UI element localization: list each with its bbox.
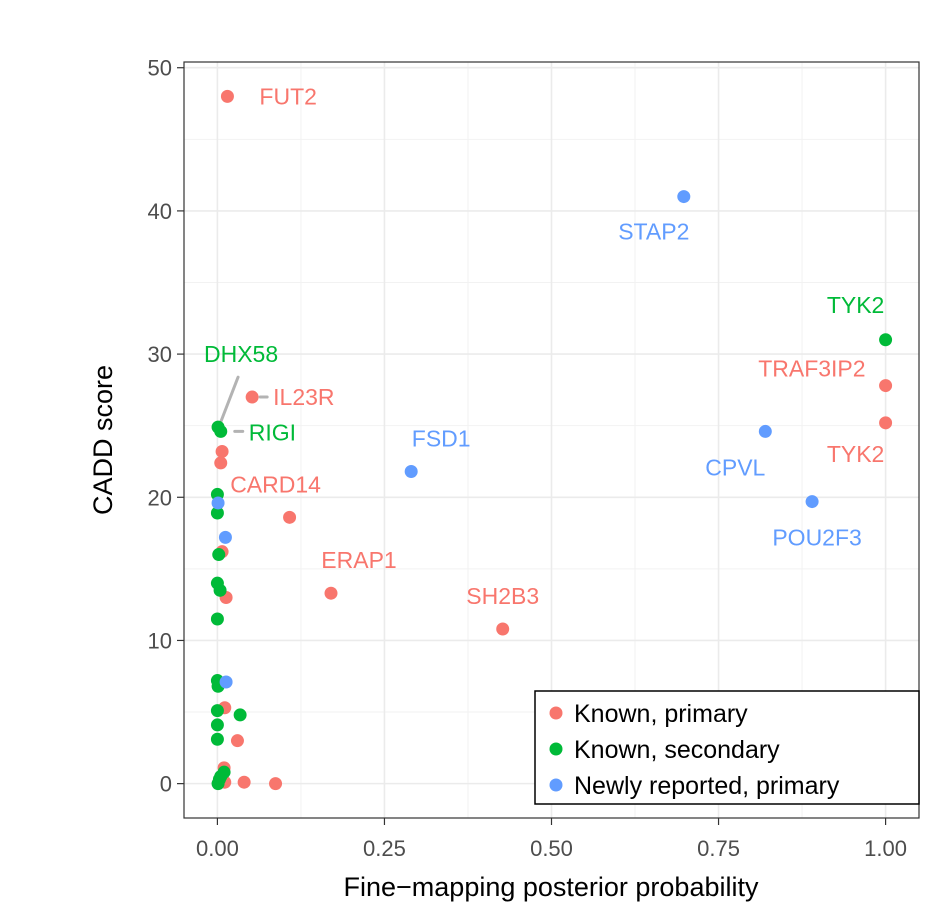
data-point [215,444,229,458]
point-label-tyk2: TYK2 [827,292,885,318]
data-point [210,718,224,732]
data-point [879,379,893,393]
data-point [879,333,893,347]
data-point [210,704,224,718]
y-tick-label: 50 [148,56,172,81]
data-point [496,622,510,636]
data-point [211,777,225,791]
label-connectors [219,375,269,433]
data-point [219,675,233,689]
label-connector [219,375,240,423]
legend-label: Newly reported, primary [574,772,840,800]
point-labels: FUT2 IL23R CARD14 ERAP1 SH2B3 TRAF3IP2 TYK2 TYK… [204,83,884,609]
data-point [230,734,244,748]
point-label-pou2f3: POU2F3 [772,525,861,551]
data-point [211,496,225,510]
y-tick-label: 30 [148,342,172,367]
point-label-erap1: ERAP1 [321,547,396,573]
data-point [214,456,228,470]
y-tick-label: 20 [148,485,172,510]
x-tick-label: 0.00 [196,836,239,861]
plot-border [183,61,920,819]
point-label-fsd1: FSD1 [412,426,471,452]
data-point [213,583,227,597]
data-point [214,424,228,438]
legend-key [549,742,563,756]
data-point [245,390,259,404]
legend-label: Known, primary [574,700,748,728]
point-label-il23r: IL23R [273,384,334,410]
point-label-traf3ip2: TRAF3IP2 [758,356,865,382]
x-tick-label: 0.75 [697,836,740,861]
data-point [677,190,691,204]
data-point [212,548,226,562]
data-point [218,530,232,544]
point-label-dhx58: DHX58 [204,341,278,367]
legend-box [534,690,920,805]
point-label-stap2: STAP2 [618,219,689,245]
data-point [805,495,819,509]
data-point [210,612,224,626]
y-tick-label: 0 [160,772,172,797]
x-tick-label: 0.50 [530,836,573,861]
point-label-fut2: FUT2 [259,83,317,109]
point-label-sh2b3: SH2B3 [466,583,539,609]
data-point [758,424,772,438]
legend-key [549,778,563,792]
y-tick-label: 40 [148,199,172,224]
y-tick-label: 10 [148,628,172,653]
legend-key [549,706,563,720]
legend-label: Known, secondary [574,736,780,764]
data-point [210,506,224,520]
data-point [220,89,234,103]
data-point [210,732,224,746]
point-label-rigi: RIGI [249,419,296,445]
point-label-tyk2: TYK2 [827,441,885,467]
data-point [269,777,283,791]
x-tick-label: 0.25 [363,836,406,861]
data-point [233,708,247,722]
legend: Known, primary Known, secondary Newly repo… [534,690,920,805]
data-point [879,416,893,430]
data-point [404,465,418,478]
point-label-cpvl: CPVL [705,454,765,480]
point-label-card14: CARD14 [230,471,321,497]
data-points [210,89,893,791]
x-axis-title: Fine−mapping posterior probability [344,872,759,902]
data-point [283,510,297,524]
axis-ticks: 0.00 0.25 0.50 0.75 1.00 0 10 20 30 40 50 [148,56,907,861]
data-point [324,586,338,600]
data-point [237,775,251,789]
x-tick-label: 1.00 [864,836,907,861]
y-axis-title: CADD score [88,365,118,515]
